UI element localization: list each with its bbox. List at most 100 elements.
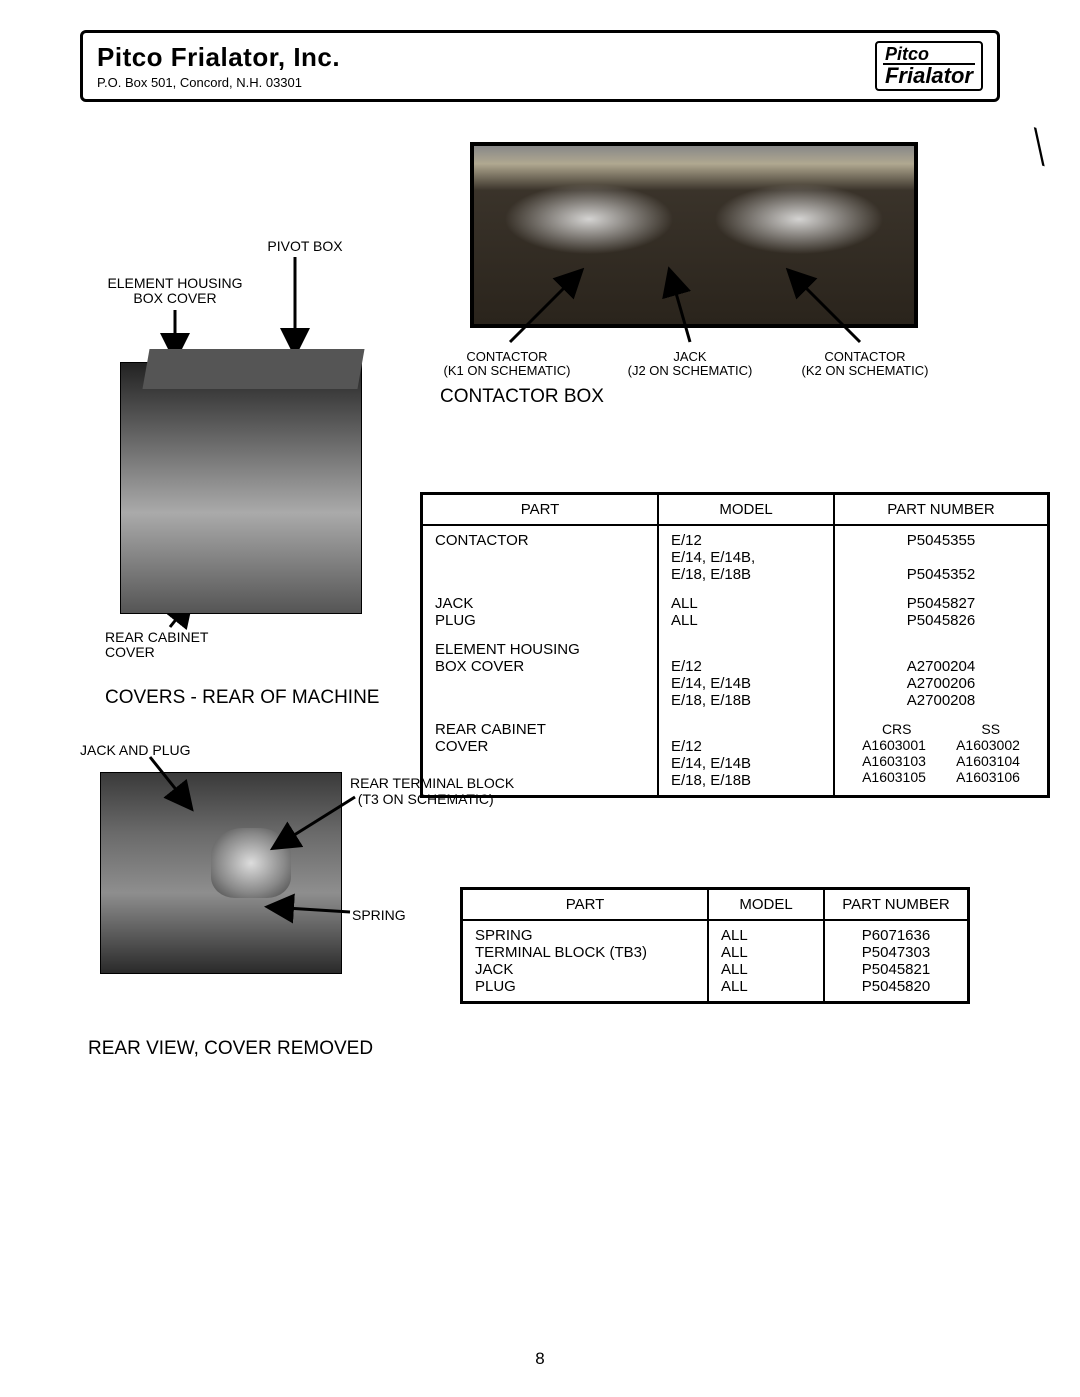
table-row: JACK PLUG ALL ALL P5045827 P5045826 — [422, 589, 1049, 635]
m: E/14, E/14B, — [671, 549, 755, 566]
m: E/18, E/18B — [671, 772, 751, 789]
callout-k2-a: CONTACTOR — [824, 349, 905, 364]
jack-plug-label: JACK AND PLUG — [80, 742, 190, 758]
callout-j2: JACK (J2 ON SCHEMATIC) — [610, 350, 770, 379]
stray-mark: ╲ — [1026, 128, 1053, 166]
table-row: SPRING TERMINAL BLOCK (TB3) JACK PLUG AL… — [462, 920, 969, 1003]
p: JACK — [475, 961, 513, 978]
m: E/18, E/18B — [671, 566, 751, 583]
p: SPRING — [475, 927, 533, 944]
p: TERMINAL BLOCK (TB3) — [475, 944, 647, 961]
callout-k1-a: CONTACTOR — [466, 349, 547, 364]
rear-view-photo — [100, 772, 342, 974]
m: E/18, E/18B — [671, 692, 751, 709]
figure-contactor: CONTACTOR (K1 ON SCHEMATIC) JACK (J2 ON … — [440, 142, 960, 408]
callout-j2-a: JACK — [673, 349, 706, 364]
company-address: P.O. Box 501, Concord, N.H. 03301 — [97, 75, 340, 90]
rear-cabinet-label: REAR CABINET COVER — [105, 630, 208, 661]
covers-title: COVERS - REAR OF MACHINE — [105, 687, 379, 709]
cell-part: ELEMENT HOUSING BOX COVER — [422, 635, 659, 715]
th-pn: PART NUMBER — [834, 494, 1049, 526]
rtb1: REAR TERMINAL BLOCK — [350, 775, 514, 791]
cell-model: E/12 E/14, E/14B E/18, E/18B — [658, 635, 834, 715]
callout-k2-b: (K2 ON SCHEMATIC) — [802, 363, 929, 378]
sub-ss: SS — [981, 721, 1000, 737]
th-model: MODEL — [708, 889, 824, 921]
cell-pn: P6071636 P5047303 P5045821 P5045820 — [824, 920, 969, 1003]
pn: A2700206 — [907, 675, 975, 692]
pn: P5045820 — [862, 978, 930, 995]
table-row: CONTACTOR E/12 E/14, E/14B, E/18, E/18B … — [422, 525, 1049, 589]
pn: P5045355 — [907, 532, 975, 549]
m: E/12 — [671, 532, 702, 549]
p: ELEMENT HOUSING — [435, 641, 580, 658]
rear-cabinet-line1: REAR CABINET — [105, 629, 208, 645]
th-part: PART — [462, 889, 709, 921]
page: Pitco Frialator, Inc. P.O. Box 501, Conc… — [0, 0, 1080, 1397]
cell-pn: CRS SS A1603001 A1603002 A1603103 A16031… — [834, 715, 1049, 797]
pn: P5045821 — [862, 961, 930, 978]
p: REAR CABINET — [435, 721, 546, 738]
cell-part: CONTACTOR — [422, 525, 659, 589]
contactor-parts-table: PART MODEL PART NUMBER CONTACTOR E/12 E/… — [420, 492, 1050, 798]
p: PLUG — [435, 612, 476, 629]
rear-cabinet-line2: COVER — [105, 644, 155, 660]
m: E/14, E/14B — [671, 755, 751, 772]
sub-crs: CRS — [882, 721, 912, 737]
element-housing-line2: BOX COVER — [133, 290, 216, 306]
table-header-row: PART MODEL PART NUMBER — [462, 889, 969, 921]
cell-part: SPRING TERMINAL BLOCK (TB3) JACK PLUG — [462, 920, 709, 1003]
th-part: PART — [422, 494, 659, 526]
m: E/12 — [671, 738, 702, 755]
m: ALL — [721, 978, 748, 995]
p: BOX COVER — [435, 658, 524, 675]
cell-model: ALL ALL — [658, 589, 834, 635]
cell-model: E/12 E/14, E/14B, E/18, E/18B — [658, 525, 834, 589]
th-pn: PART NUMBER — [824, 889, 969, 921]
m: ALL — [721, 927, 748, 944]
table-row: ELEMENT HOUSING BOX COVER E/12 E/14, E/1… — [422, 635, 1049, 715]
cell-pn: P5045827 P5045826 — [834, 589, 1049, 635]
cell-pn: P5045355 P5045352 — [834, 525, 1049, 589]
company-name: Pitco Frialator, Inc. — [97, 42, 340, 73]
m: E/12 — [671, 658, 702, 675]
p: JACK — [435, 595, 473, 612]
rear-view-graphic — [211, 828, 291, 898]
callout-k1: CONTACTOR (K1 ON SCHEMATIC) — [432, 350, 582, 379]
pn: P6071636 — [862, 927, 930, 944]
page-number: 8 — [0, 1349, 1080, 1369]
m: E/14, E/14B — [671, 675, 751, 692]
contactor-photo — [470, 142, 918, 328]
pn: A1603104 — [956, 753, 1020, 769]
pn: P5045826 — [907, 612, 975, 629]
p: COVER — [435, 738, 488, 755]
logo-bottom: Frialator — [883, 65, 975, 87]
pn: P5045827 — [907, 595, 975, 612]
contactor-title: CONTACTOR BOX — [440, 386, 960, 408]
pn: A2700208 — [907, 692, 975, 709]
pivot-box-label: PIVOT BOX — [250, 238, 360, 254]
table-header-row: PART MODEL PART NUMBER — [422, 494, 1049, 526]
wires-graphic — [484, 166, 904, 284]
logo-top: Pitco — [883, 45, 975, 65]
cell-pn: A2700204 A2700206 A2700208 — [834, 635, 1049, 715]
m: ALL — [671, 612, 698, 629]
rear-parts-table: PART MODEL PART NUMBER SPRING TERMINAL B… — [460, 887, 970, 1004]
element-housing-label: ELEMENT HOUSING BOX COVER — [90, 276, 260, 307]
callout-k2: CONTACTOR (K2 ON SCHEMATIC) — [780, 350, 950, 379]
callout-k1-b: (K1 ON SCHEMATIC) — [444, 363, 571, 378]
pn: A1603002 — [956, 737, 1020, 753]
pn: A1603106 — [956, 769, 1020, 785]
rear-view-title: REAR VIEW, COVER REMOVED — [88, 1038, 373, 1060]
table-row: REAR CABINET COVER E/12 E/14, E/14B E/18… — [422, 715, 1049, 797]
logo: Pitco Frialator — [875, 41, 983, 91]
pn: A1603103 — [862, 753, 926, 769]
m: ALL — [721, 961, 748, 978]
covers-photo — [120, 362, 362, 614]
p: PLUG — [475, 978, 516, 995]
rear-terminal-block-label: REAR TERMINAL BLOCK (T3 ON SCHEMATIC) — [350, 775, 514, 807]
callout-j2-b: (J2 ON SCHEMATIC) — [628, 363, 753, 378]
cell-model: ALL ALL ALL ALL — [708, 920, 824, 1003]
pn: P5045352 — [907, 566, 975, 583]
spring-label: SPRING — [352, 907, 406, 923]
